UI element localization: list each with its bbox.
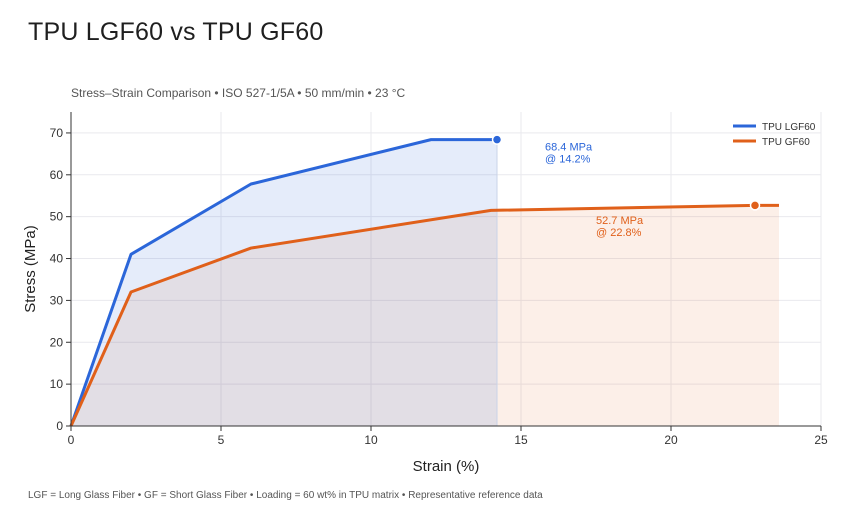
- x-tick-label: 15: [514, 433, 528, 447]
- annotation-gf: @ 22.8%: [596, 227, 642, 239]
- area-lgf: [71, 139, 497, 426]
- y-axis-label: Stress (MPa): [22, 225, 39, 313]
- legend-label-lgf: TPU LGF60: [762, 122, 816, 133]
- chart-title: TPU LGF60 vs TPU GF60: [28, 18, 324, 46]
- x-axis-label: Strain (%): [413, 458, 480, 475]
- x-tick-label: 10: [364, 433, 378, 447]
- y-tick-label: 20: [50, 335, 64, 349]
- area-gf: [71, 205, 779, 426]
- y-tick-label: 30: [50, 293, 64, 307]
- peak-point-gf: [749, 200, 761, 211]
- legend: TPU LGF60 TPU GF60: [733, 122, 816, 148]
- y-tick-label: 50: [50, 210, 64, 224]
- x-tick-label: 20: [664, 433, 678, 447]
- peak-point-lgf: [491, 134, 503, 145]
- series-lines: [69, 134, 779, 427]
- annotation-lgf: @ 14.2%: [545, 154, 591, 166]
- area-fills: [71, 139, 779, 426]
- x-tick-label: 0: [68, 433, 75, 447]
- x-tick-label: 5: [218, 433, 225, 447]
- x-tick-label: 25: [814, 433, 828, 447]
- axes: 0 5 10 15 20 25 0 10 20 30 40 50 60 70: [50, 112, 828, 447]
- y-tick-label: 0: [56, 419, 63, 433]
- y-tick-label: 10: [50, 377, 64, 391]
- y-tick-label: 70: [50, 126, 64, 140]
- y-tick-label: 40: [50, 252, 64, 266]
- legend-label-gf: TPU GF60: [762, 137, 810, 148]
- series-line-lgf: [69, 138, 497, 427]
- footnote: LGF = Long Glass Fiber • GF = Short Glas…: [28, 490, 543, 501]
- annotation-lgf: 68.4 MPa: [545, 142, 593, 154]
- annotations: 68.4 MPa@ 14.2% 52.7 MPa@ 22.8%: [545, 142, 644, 240]
- y-tick-label: 60: [50, 168, 64, 182]
- chart-subtitle: Stress–Strain Comparison • ISO 527-1/5A …: [71, 86, 406, 100]
- annotation-gf: 52.7 MPa: [596, 215, 644, 227]
